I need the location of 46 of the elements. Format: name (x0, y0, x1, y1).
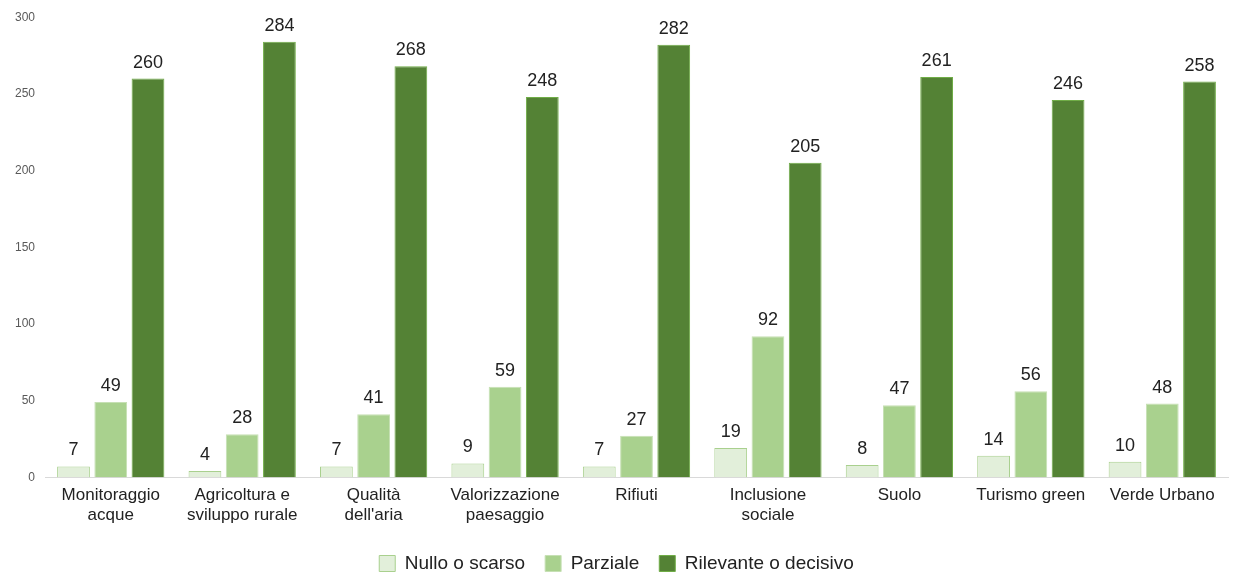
data-label: 282 (658, 17, 689, 38)
data-label: 7 (68, 439, 79, 460)
data-label: 59 (495, 359, 516, 380)
data-label: 7 (331, 439, 342, 460)
legend-label: Nullo o scarso (404, 551, 526, 573)
x-tick-label: Inclusione sociale (729, 485, 807, 525)
data-label: 49 (100, 375, 121, 396)
y-tick-label: 0 (28, 469, 36, 484)
data-label: 284 (264, 14, 295, 35)
data-label: 14 (983, 428, 1004, 449)
data-label: 48 (1152, 376, 1173, 397)
data-label: 19 (720, 421, 741, 442)
data-label: 205 (790, 135, 821, 156)
x-tick-label: Rifiuti (615, 485, 658, 505)
data-label: 4 (199, 444, 210, 465)
data-label: 92 (757, 309, 778, 330)
y-tick-label: 150 (14, 239, 36, 254)
y-tick-label: 300 (14, 9, 36, 24)
data-label: 8 (857, 437, 868, 458)
y-tick-label: 250 (14, 86, 36, 101)
data-label: 47 (889, 378, 910, 399)
data-label: 10 (1115, 434, 1136, 455)
legend-label: Parziale (570, 551, 640, 573)
x-tick-label: Monitoraggio acque (61, 485, 160, 525)
data-label: 41 (363, 387, 384, 408)
x-tick-label: Valorizzazione paesaggio (450, 485, 560, 525)
x-tick-label: Verde Urbano (1109, 485, 1215, 505)
y-tick-label: 200 (14, 162, 36, 177)
data-label: 246 (1053, 72, 1084, 93)
x-tick-label: Agricoltura e sviluppo rurale (186, 485, 298, 525)
data-label: 9 (462, 436, 473, 457)
x-tick-label: Suolo (877, 485, 922, 505)
data-label: 268 (395, 39, 426, 60)
data-label: 258 (1184, 54, 1215, 75)
data-label: 56 (1020, 364, 1041, 385)
data-label: 7 (594, 439, 605, 460)
y-tick-label: 50 (21, 392, 36, 407)
y-tick-label: 100 (14, 316, 36, 331)
data-label: 248 (527, 69, 558, 90)
x-tick-label: Turismo green (976, 485, 1086, 505)
data-label: 27 (626, 408, 647, 429)
data-label: 28 (232, 407, 253, 428)
data-label: 260 (132, 51, 164, 72)
legend-label: Rilevante o decisivo (684, 551, 854, 573)
data-label: 261 (921, 49, 952, 70)
x-tick-label: Qualità dell'aria (344, 485, 404, 525)
